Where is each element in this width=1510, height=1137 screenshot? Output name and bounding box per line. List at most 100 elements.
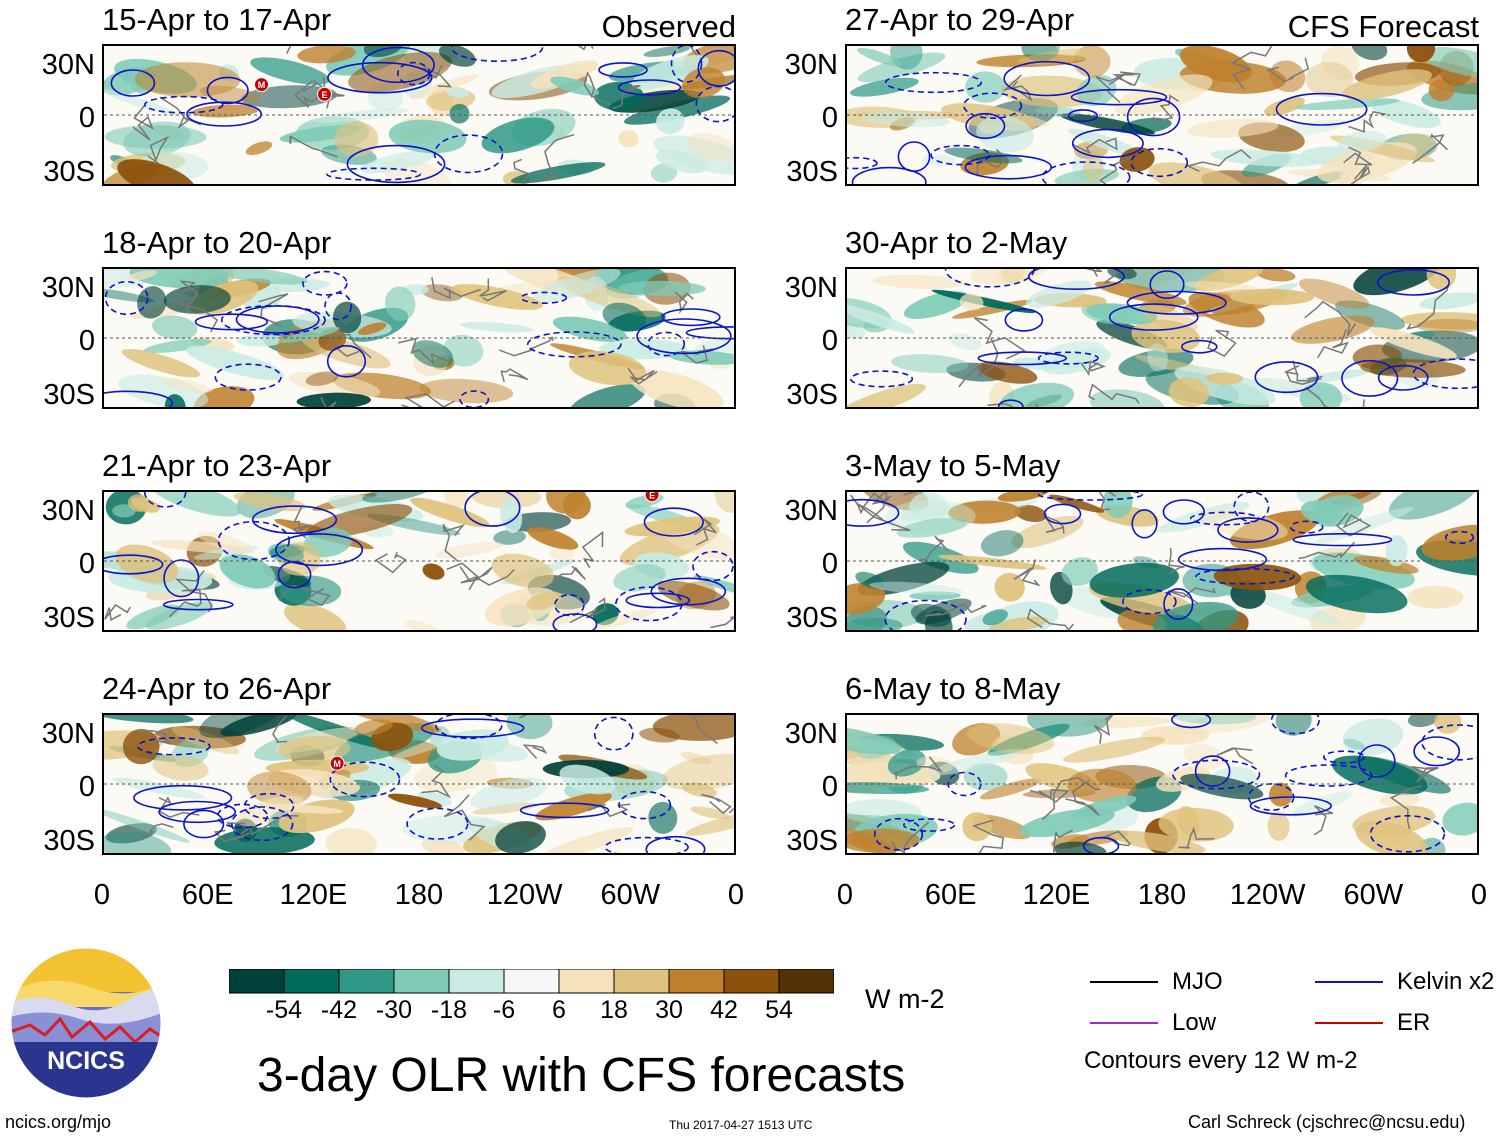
olr-anomaly-shading: [149, 492, 241, 517]
colorbar-swatch: [228, 968, 285, 994]
olr-anomaly-shading: [997, 492, 1048, 502]
kelvin-contour: [1177, 547, 1268, 572]
olr-anomaly-shading: [988, 616, 1048, 630]
olr-anomaly-shading: [1309, 494, 1364, 527]
olr-anomaly-shading: [117, 159, 197, 184]
kelvin-contour: [645, 835, 706, 853]
kelvin-contour: [625, 592, 691, 609]
olr-map-panel: [845, 713, 1479, 855]
coastline: [1099, 156, 1132, 184]
olr-anomaly-shading: [104, 808, 190, 843]
coastline: [498, 335, 554, 357]
olr-anomaly-shading: [219, 553, 276, 589]
coastline: [132, 105, 155, 141]
olr-anomaly-shading: [915, 598, 972, 625]
olr-anomaly-shading: [1428, 78, 1455, 102]
olr-anomaly-shading: [949, 333, 982, 351]
olr-anomaly-shading: [999, 382, 1075, 407]
olr-anomaly-shading: [1400, 312, 1477, 330]
main-title: 3-day OLR with CFS forecasts: [257, 1049, 906, 1102]
colorbar-tick-label: -42: [320, 996, 358, 1024]
panel-title: 30-Apr to 2-May: [845, 225, 1068, 260]
coastline: [1230, 46, 1273, 90]
colorbar-tick-label: -18: [430, 996, 468, 1024]
olr-map-panel: E: [102, 490, 736, 632]
olr-anomaly-shading: [549, 548, 575, 561]
y-axis-label: 30N: [784, 49, 838, 82]
kelvin-contour: [1377, 269, 1450, 296]
storm-marker: M: [329, 755, 345, 771]
olr-anomaly-shading: [1187, 118, 1279, 138]
olr-anomaly-shading: [336, 715, 441, 733]
olr-anomaly-shading: [1210, 149, 1320, 167]
olr-anomaly-shading: [1407, 585, 1464, 609]
kelvin-contour: [1043, 503, 1082, 525]
olr-anomaly-shading: [613, 564, 666, 592]
coastline: [1013, 559, 1041, 587]
olr-anomaly-shading: [526, 591, 563, 610]
olr-anomaly-shading: [1148, 162, 1247, 184]
coastline: [443, 794, 486, 841]
olr-anomaly-shading: [1229, 288, 1315, 306]
olr-anomaly-shading: [931, 289, 1036, 314]
olr-anomaly-shading: [445, 86, 469, 98]
kelvin-contour: [851, 166, 927, 184]
kelvin-contour: [1421, 724, 1477, 761]
olr-anomaly-shading: [129, 269, 230, 289]
kelvin-contour: [1071, 128, 1144, 159]
olr-anomaly-shading: [1442, 802, 1477, 836]
olr-anomaly-shading: [268, 543, 304, 564]
panel-title: 27-Apr to 29-Apr: [845, 2, 1075, 37]
olr-anomaly-shading: [481, 117, 555, 154]
x-axis-label: 60E: [181, 879, 234, 911]
kelvin-contour: [346, 144, 446, 184]
panel-title: 21-Apr to 23-Apr: [102, 448, 332, 483]
olr-anomaly-shading: [1042, 348, 1111, 375]
olr-anomaly-shading: [1168, 377, 1210, 407]
olr-anomaly-shading: [602, 302, 647, 332]
panel-title: 3-May to 5-May: [845, 448, 1061, 483]
olr-anomaly-shading: [624, 516, 721, 537]
footer-author[interactable]: Carl Schreck (cjschrec@ncsu.edu): [1188, 1112, 1466, 1132]
olr-anomaly-shading: [1267, 811, 1290, 841]
kelvin-contour: [1131, 509, 1158, 539]
olr-anomaly-shading: [357, 322, 387, 336]
x-axis-label: 60E: [924, 879, 977, 911]
coastline: [1094, 715, 1114, 744]
kelvin-contour: [1126, 290, 1227, 315]
olr-anomaly-shading: [146, 601, 214, 630]
olr-map: [847, 715, 1477, 853]
coastline: [1313, 805, 1334, 836]
olr-anomaly-shading: [334, 121, 379, 157]
olr-anomaly-shading: [686, 132, 734, 163]
olr-anomaly-shading: [472, 802, 539, 815]
olr-anomaly-shading: [1305, 61, 1354, 98]
olr-anomaly-shading: [1291, 791, 1353, 816]
coastline: [1098, 492, 1116, 511]
olr-anomaly-shading: [976, 115, 1034, 153]
olr-anomaly-shading: [449, 103, 470, 124]
coastline: [674, 291, 694, 315]
coastline: [1412, 133, 1448, 164]
coastline: [1335, 512, 1372, 537]
coastline: [689, 46, 698, 56]
olr-anomaly-shading: [559, 764, 616, 795]
x-axis-label: 120E: [279, 879, 348, 911]
x-axis-label: 120W: [486, 879, 563, 911]
olr-anomaly-shading: [1379, 793, 1421, 807]
olr-map: M: [104, 715, 734, 853]
coastline: [1350, 164, 1371, 184]
olr-anomaly-shading: [204, 269, 308, 285]
kelvin-contour: [186, 101, 262, 127]
y-axis-label: 30S: [786, 824, 838, 857]
olr-anomaly-shading: [979, 778, 1042, 800]
olr-anomaly-shading: [333, 301, 362, 334]
footer-left-link[interactable]: ncics.org/mjo: [5, 1112, 112, 1132]
kelvin-contour: [1275, 92, 1368, 126]
coastline: [133, 823, 174, 842]
kelvin-contour: [963, 92, 1023, 120]
olr-anomaly-shading: [1174, 366, 1276, 406]
olr-anomaly-shading: [443, 492, 469, 508]
olr-anomaly-shading: [387, 793, 443, 809]
